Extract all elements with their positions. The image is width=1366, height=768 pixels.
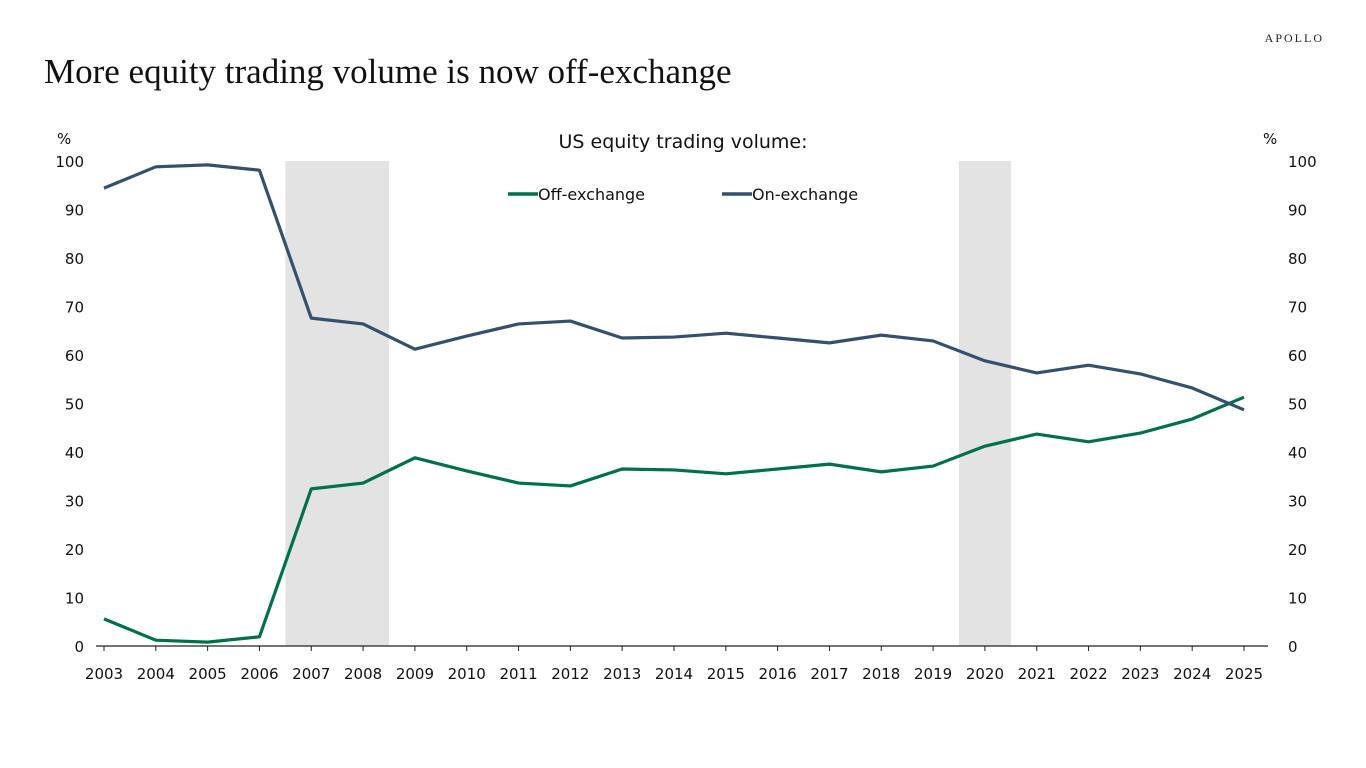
x-tick-label: 2011 [499, 665, 537, 683]
y-tick-label-right: 70 [1288, 299, 1307, 317]
series-line-off-exchange [103, 395, 1245, 644]
x-tick-label: 2007 [292, 665, 330, 683]
chart-title: US equity trading volume: [559, 131, 808, 153]
y-tick-label-left: 80 [65, 250, 84, 268]
y-tick-label-right: 80 [1288, 250, 1307, 268]
recession-shading [959, 161, 1011, 646]
x-tick-label: 2005 [189, 665, 227, 683]
series-line-on-exchange [103, 163, 1245, 412]
x-tick-label: 2004 [137, 665, 175, 683]
y-tick-label-left: 60 [65, 347, 84, 365]
x-tick-label: 2025 [1225, 665, 1263, 683]
x-tick-label: 2009 [396, 665, 434, 683]
x-tick-label: 2006 [240, 665, 278, 683]
x-tick-label: 2016 [759, 665, 797, 683]
y-tick-label-left: 50 [65, 396, 84, 414]
x-tick-label: 2019 [914, 665, 952, 683]
y-axis-unit-left: % [57, 130, 71, 148]
y-tick-label-right: 60 [1288, 347, 1307, 365]
x-tick-label: 2024 [1173, 665, 1211, 683]
x-tick-label: 2021 [1018, 665, 1056, 683]
x-tick-label: 2013 [603, 665, 641, 683]
y-tick-label-left: 90 [65, 202, 84, 220]
x-tick-label: 2018 [862, 665, 900, 683]
apollo-logo: APOLLO [1264, 31, 1324, 45]
x-tick-label: 2022 [1069, 665, 1107, 683]
y-tick-label-left: 40 [65, 444, 84, 462]
y-tick-label-right: 0 [1288, 638, 1298, 656]
x-tick-label: 2012 [551, 665, 589, 683]
x-tick-label: 2015 [707, 665, 745, 683]
y-tick-label-left: 20 [65, 541, 84, 559]
x-tick-label: 2017 [810, 665, 848, 683]
x-tick-label: 2010 [448, 665, 486, 683]
x-tick-label: 2008 [344, 665, 382, 683]
x-tick-label: 2020 [966, 665, 1004, 683]
x-tick-label: 2014 [655, 665, 693, 683]
y-tick-label-left: 100 [55, 153, 84, 171]
y-axis-unit-right: % [1263, 130, 1277, 148]
y-tick-label-left: 70 [65, 299, 84, 317]
y-tick-label-right: 30 [1288, 493, 1307, 511]
y-tick-label-right: 40 [1288, 444, 1307, 462]
y-tick-label-right: 90 [1288, 202, 1307, 220]
y-tick-label-left: 10 [65, 590, 84, 608]
x-tick-label: 2023 [1121, 665, 1159, 683]
y-tick-label-left: 0 [74, 638, 84, 656]
legend-label: On-exchange [752, 185, 858, 204]
recession-shading [285, 161, 389, 646]
y-tick-label-right: 100 [1288, 153, 1317, 171]
legend-label: Off-exchange [538, 185, 645, 204]
page-title: More equity trading volume is now off-ex… [44, 52, 732, 91]
y-tick-label-right: 10 [1288, 590, 1307, 608]
x-tick-label: 2003 [85, 665, 123, 683]
y-tick-label-right: 50 [1288, 396, 1307, 414]
y-tick-label-right: 20 [1288, 541, 1307, 559]
y-tick-label-left: 30 [65, 493, 84, 511]
